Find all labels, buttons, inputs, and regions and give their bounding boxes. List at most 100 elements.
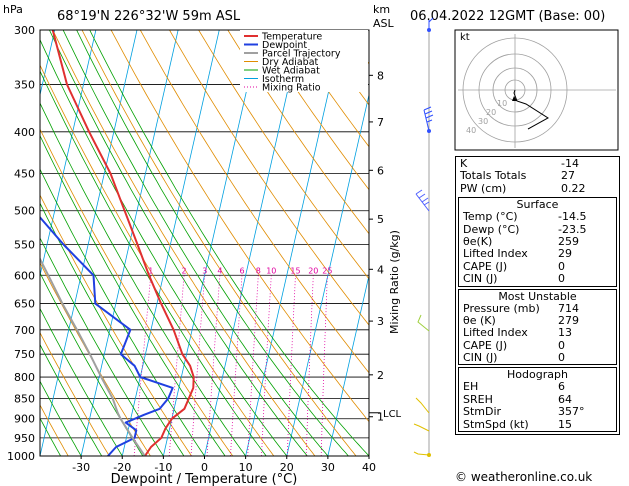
series-dewpoint — [40, 215, 174, 456]
datetime-label: 06.04.2022 12GMT (Base: 00) — [410, 9, 605, 24]
index-value: 27 — [561, 169, 575, 183]
isotherm — [80, 30, 179, 456]
lcl-label: LCL — [383, 409, 402, 420]
mixing-ratio-label: 15 — [290, 266, 300, 275]
temperature-tick-label: 30 — [321, 461, 335, 474]
mixing-ratio-label: 2 — [182, 266, 187, 275]
mixing-ratio-label: 3 — [202, 266, 207, 275]
wet-adiabat — [40, 202, 185, 456]
isotherm — [121, 30, 220, 456]
wind-barbs-low — [413, 397, 431, 457]
storm-motion-marker — [512, 96, 517, 101]
wet-adiabat — [40, 70, 267, 456]
dry-adiabat — [198, 30, 369, 280]
isotherm — [40, 30, 138, 456]
wind-barb-300 — [427, 17, 434, 32]
mixing-ratio-line — [190, 275, 206, 456]
index-label: θe(K) — [463, 234, 493, 248]
hodograph-title: Hodograph — [507, 368, 568, 382]
index-value: 6 — [558, 380, 565, 394]
index-value: 0.22 — [561, 181, 586, 195]
pressure-tick-label: 650 — [14, 298, 35, 311]
km-tick-label: 4 — [377, 263, 384, 276]
pressure-tick-label: 750 — [14, 348, 35, 361]
index-label: Temp (°C) — [463, 210, 518, 224]
series-temperature — [51, 30, 195, 456]
location-label: 68°19'N 226°32'W 59m ASL — [57, 9, 241, 24]
wet-adiabat — [40, 134, 226, 456]
pressure-tick-label: 500 — [14, 205, 35, 218]
dry-adiabat — [40, 128, 234, 456]
hodograph-ring-label-30: 30 — [478, 117, 488, 126]
index-row: StmSpd (kt) 15 — [459, 417, 616, 431]
wet-adiabat — [40, 307, 123, 456]
hodograph-ring-label-40: 40 — [466, 126, 476, 135]
index-label: CAPE (J) — [463, 259, 508, 273]
wet-adiabat — [40, 343, 103, 456]
hodograph-section: Hodograph EH 6 SREH 64 StmDir 357° StmSpd (… — [458, 367, 617, 433]
isotherm — [327, 273, 369, 456]
asl-unit-label: ASL — [373, 17, 395, 30]
index-row: Dewp (°C) -23.5 — [459, 222, 616, 236]
index-label: CIN (J) — [463, 272, 498, 286]
mixing-ratio-label: 6 — [239, 266, 244, 275]
pressure-tick-label: 800 — [14, 371, 35, 384]
wet-adiabat — [40, 380, 82, 456]
index-row: SREH 64 — [459, 393, 616, 406]
dry-adiabat — [139, 30, 369, 374]
mixing-ratio-label: 8 — [256, 266, 261, 275]
km-tick-label: 5 — [377, 213, 384, 226]
mixing-ratio-line — [230, 275, 243, 456]
index-label: Totals Totals — [460, 169, 527, 183]
wet-adiabat — [40, 102, 246, 456]
hodograph-unit-label: kt — [460, 32, 470, 43]
index-row: PW (cm) 0.22 — [456, 181, 619, 195]
mixing-ratio-line — [286, 275, 296, 456]
index-row: Totals Totals 27 — [456, 169, 619, 183]
pressure-tick-label: 950 — [14, 432, 35, 445]
index-value: 29 — [558, 247, 572, 261]
mixing-ratio-line — [305, 275, 314, 456]
index-label: Pressure (mb) — [463, 301, 540, 315]
index-value: 279 — [558, 313, 579, 327]
index-label: Dewp (°C) — [463, 222, 520, 236]
most-unstable-section: Most Unstable Pressure (mb) 714 θe (K) 279… — [458, 288, 617, 366]
mixing-ratio-line — [206, 275, 221, 456]
index-row: Pressure (mb) 714 — [459, 301, 616, 315]
legend-label: Isotherm — [262, 74, 304, 85]
index-value: 0 — [558, 272, 565, 286]
index-label: PW (cm) — [460, 181, 507, 195]
index-row: Temp (°C) -14.5 — [459, 210, 616, 224]
temperature-tick-label: -30 — [72, 461, 90, 474]
pressure-tick-label: 1000 — [7, 450, 35, 463]
dry-adiabat — [169, 30, 369, 326]
dry-adiabat — [40, 194, 192, 456]
temperature-tick-label: -20 — [113, 461, 131, 474]
legend-label: Dry Adiabat — [262, 57, 319, 68]
index-value: 15 — [558, 417, 572, 431]
index-row: CIN (J) 0 — [459, 351, 616, 365]
index-label: StmSpd (kt) — [463, 417, 529, 431]
copyright-footer: © weatheronline.co.uk — [455, 470, 593, 484]
km-tick-label: 3 — [377, 315, 384, 328]
mixing-ratio-line — [320, 275, 328, 456]
index-value: 0 — [558, 259, 565, 273]
wind-barbs — [413, 17, 434, 457]
index-value: -14 — [561, 157, 579, 170]
index-value: 0 — [558, 351, 565, 365]
surface-section: Surface Temp (°C) -14.5 Dewp (°C) -23.5 θe… — [458, 197, 617, 287]
index-row: θe (K) 279 — [459, 313, 616, 327]
mixing-ratio-label: 20 — [308, 266, 318, 275]
hodograph-ring-label-20: 20 — [486, 108, 496, 117]
series-parcel-trajectory — [40, 256, 146, 456]
pressure-tick-label: 400 — [14, 126, 35, 139]
index-row: CIN (J) 0 — [459, 272, 616, 286]
temperature-tick-label: 20 — [280, 461, 294, 474]
hodograph-trace — [513, 89, 549, 130]
index-label: K — [460, 157, 468, 170]
surface-title: Surface — [516, 198, 559, 212]
index-label: EH — [463, 380, 479, 394]
dry-adiabat — [40, 64, 275, 456]
